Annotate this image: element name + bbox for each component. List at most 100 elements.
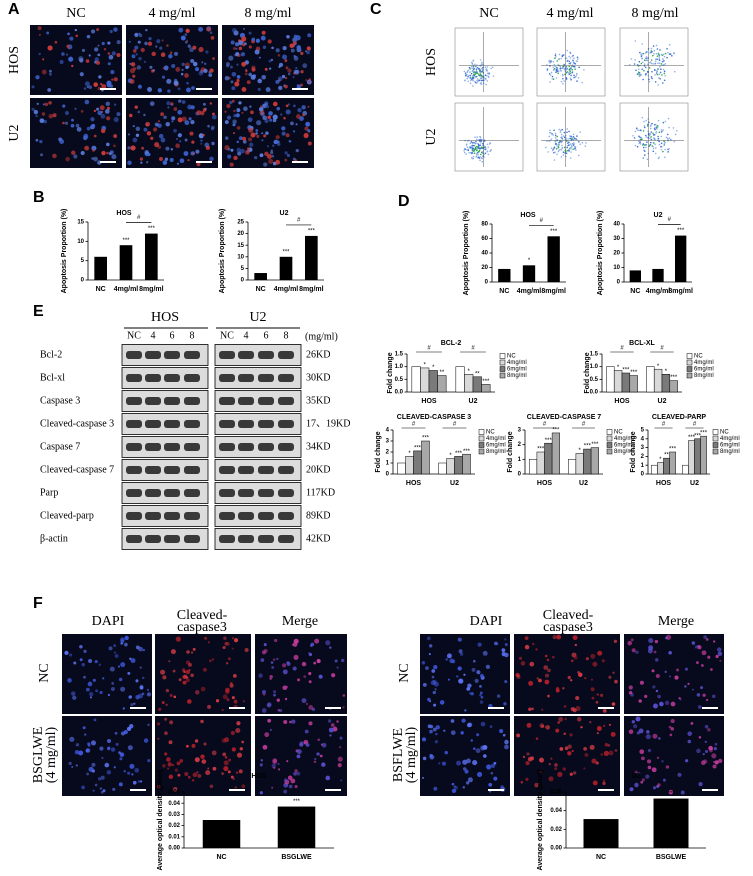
cell (242, 136, 247, 141)
event (479, 59, 482, 61)
bar (536, 451, 545, 475)
cell (289, 720, 292, 724)
cell (181, 100, 186, 104)
bar (675, 235, 687, 282)
cell (238, 46, 243, 51)
legend-label: NC (720, 430, 729, 436)
cell (313, 661, 317, 665)
significance: *** (630, 370, 638, 376)
cell (270, 58, 274, 62)
cell (243, 106, 248, 112)
cell (200, 686, 206, 692)
cell (162, 160, 168, 165)
cell (167, 767, 170, 770)
event (569, 146, 572, 149)
cell (163, 115, 167, 120)
cell (114, 654, 119, 658)
event (646, 51, 648, 53)
cell (490, 763, 496, 768)
event (559, 148, 561, 151)
event (472, 68, 475, 71)
cell (496, 694, 501, 698)
event (476, 138, 478, 141)
event (552, 69, 555, 71)
band (184, 512, 200, 520)
cell (187, 104, 193, 110)
cell (151, 51, 156, 57)
cell (284, 59, 288, 63)
event (479, 74, 482, 77)
cell (178, 99, 182, 103)
cell (120, 639, 125, 644)
cell (175, 143, 180, 149)
y-tick-label: 0 (241, 278, 245, 284)
event (654, 143, 656, 146)
cell (263, 134, 267, 138)
event (481, 144, 484, 147)
cell (227, 154, 232, 159)
cell (456, 760, 462, 766)
cell (137, 780, 141, 783)
cell (107, 738, 112, 743)
cell (74, 107, 77, 110)
cell (187, 699, 192, 704)
cell (701, 650, 707, 656)
cell (459, 652, 464, 656)
cell (610, 731, 616, 737)
event (471, 142, 474, 145)
cell (150, 136, 154, 140)
cell (337, 763, 342, 768)
event (654, 81, 657, 83)
y-tick-label: 0.05 (168, 790, 180, 796)
event (581, 141, 584, 144)
cell (653, 703, 658, 709)
cell (39, 118, 45, 124)
event (655, 72, 658, 74)
cell (133, 49, 137, 53)
bar (669, 451, 676, 475)
cell (192, 152, 196, 155)
band (278, 420, 294, 428)
cell (211, 114, 217, 120)
cell (113, 144, 116, 148)
cell (96, 107, 100, 111)
event (545, 146, 547, 149)
cell (274, 139, 279, 144)
event (638, 142, 641, 145)
event (474, 63, 476, 66)
cell (165, 703, 168, 706)
bar (305, 235, 318, 280)
event (561, 144, 563, 147)
event (653, 49, 656, 52)
cell (155, 45, 158, 48)
x-tick-label: HOS (406, 480, 422, 487)
event (492, 75, 495, 77)
cell (171, 116, 176, 121)
cell (281, 663, 287, 668)
x-tick-label: 4mg/ml (274, 286, 299, 293)
cell (128, 695, 132, 699)
event (491, 66, 494, 69)
cell (263, 162, 268, 167)
cell (212, 766, 217, 771)
event (546, 140, 548, 142)
event (660, 131, 663, 133)
legend-label: NC (614, 430, 623, 436)
cell (611, 702, 616, 706)
event (633, 137, 636, 139)
y-tick-label: 0.00 (550, 846, 562, 852)
event (480, 153, 482, 156)
cell (237, 151, 242, 156)
cell (157, 88, 163, 93)
event (555, 71, 557, 73)
event (575, 149, 577, 151)
event (656, 48, 659, 50)
cell (113, 766, 116, 769)
cell (601, 659, 605, 663)
cell (446, 653, 452, 659)
cell (232, 119, 237, 125)
cell (230, 65, 233, 69)
cell (173, 80, 179, 86)
bar (277, 806, 316, 848)
cell (535, 648, 538, 651)
